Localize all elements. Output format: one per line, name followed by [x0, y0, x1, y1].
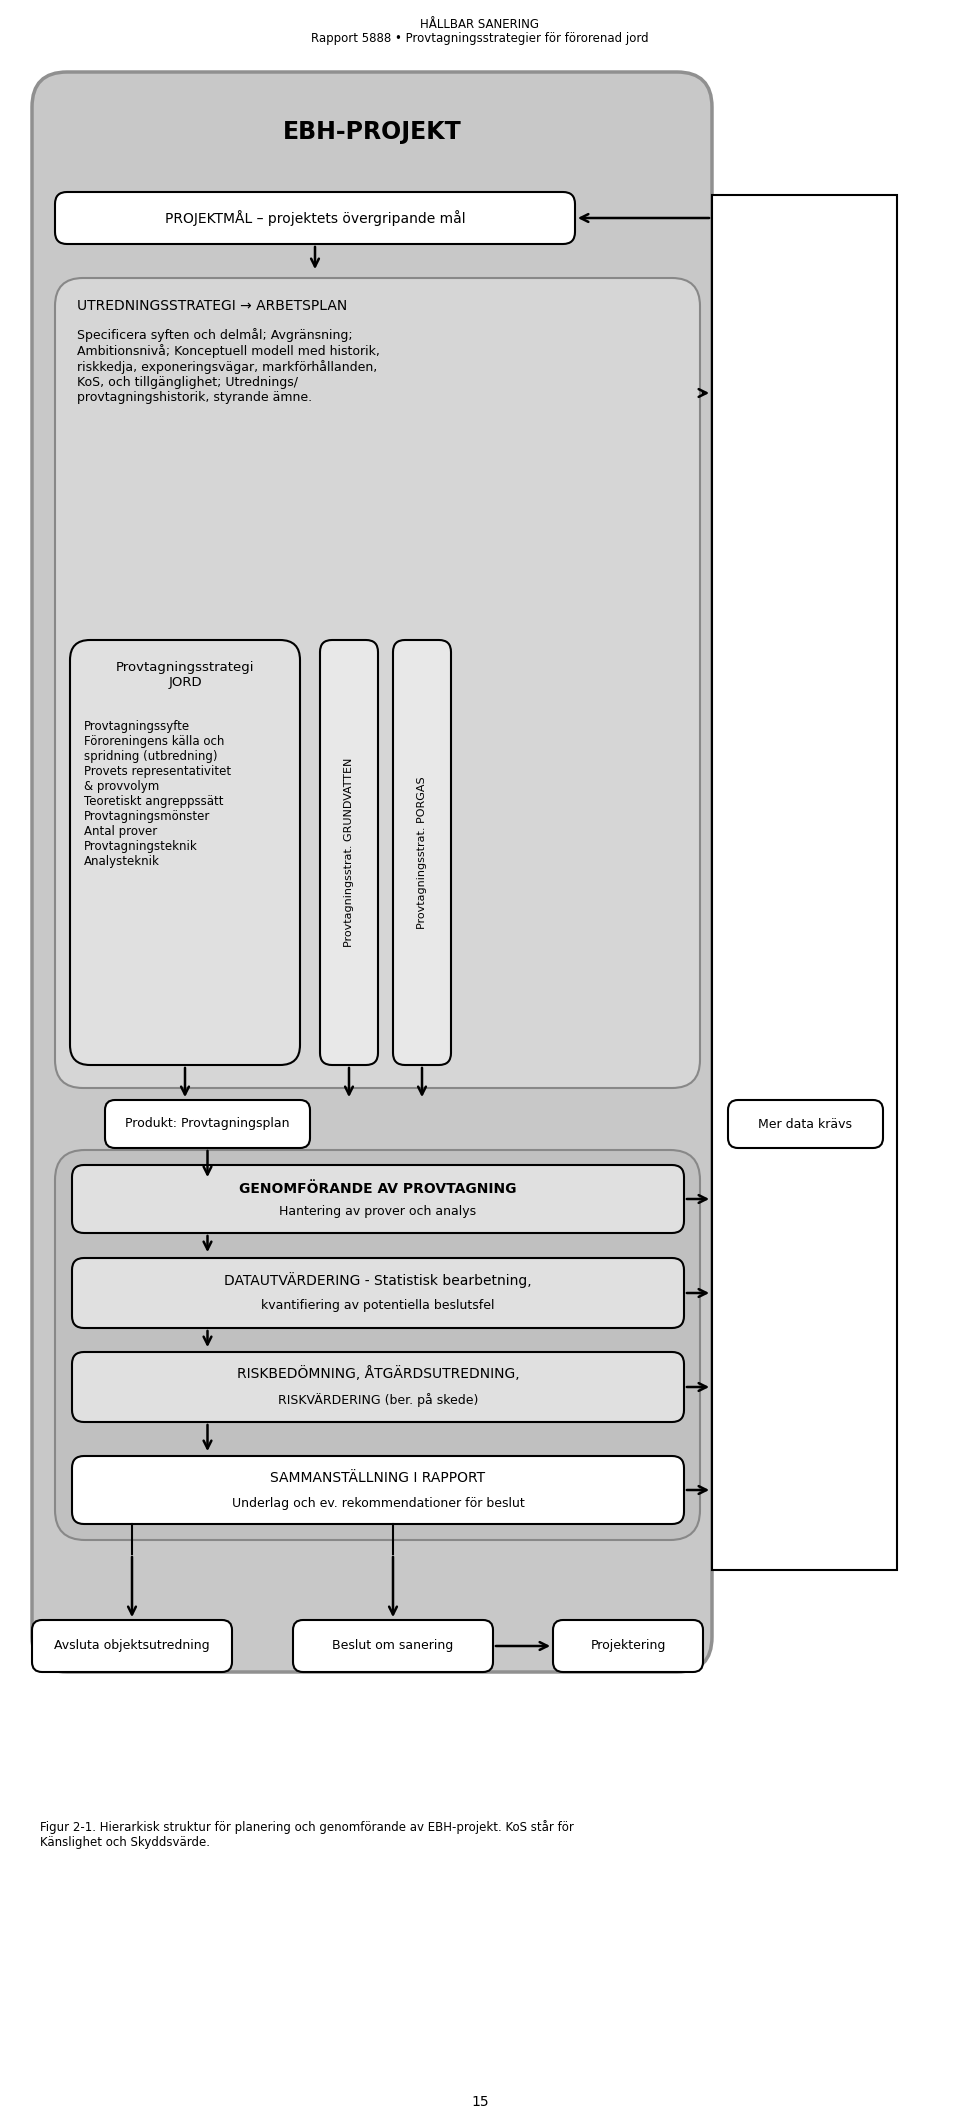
- Text: Provtagningssyfte
Föroreningens källa och
spridning (utbredning)
Provets represe: Provtagningssyfte Föroreningens källa oc…: [84, 719, 231, 868]
- Text: RISKBEDÖMNING, ÅTGÄRDSUTREDNING,: RISKBEDÖMNING, ÅTGÄRDSUTREDNING,: [237, 1367, 519, 1381]
- Text: EBH-PROJEKT: EBH-PROJEKT: [282, 121, 462, 144]
- Text: Avsluta objektsutredning: Avsluta objektsutredning: [54, 1640, 210, 1653]
- FancyBboxPatch shape: [320, 641, 378, 1065]
- Text: kvantifiering av potentiella beslutsfel: kvantifiering av potentiella beslutsfel: [261, 1299, 494, 1314]
- Text: Rapport 5888 • Provtagningsstrategier för förorenad jord: Rapport 5888 • Provtagningsstrategier fö…: [311, 32, 649, 45]
- FancyBboxPatch shape: [553, 1619, 703, 1672]
- FancyBboxPatch shape: [55, 278, 700, 1089]
- Text: DATAUTVÄRDERING - Statistisk bearbetning,: DATAUTVÄRDERING - Statistisk bearbetning…: [225, 1271, 532, 1288]
- Text: HÅLLBAR SANERING: HÅLLBAR SANERING: [420, 17, 540, 32]
- Text: GENOMFÖRANDE AV PROVTAGNING: GENOMFÖRANDE AV PROVTAGNING: [239, 1182, 516, 1197]
- FancyBboxPatch shape: [32, 1619, 232, 1672]
- Text: Beslut om sanering: Beslut om sanering: [332, 1640, 454, 1653]
- FancyBboxPatch shape: [293, 1619, 493, 1672]
- Text: Provtagningsstrategi
JORD: Provtagningsstrategi JORD: [116, 660, 254, 690]
- Text: 15: 15: [471, 2094, 489, 2109]
- Bar: [712, 195, 897, 1570]
- Text: Figur 2-1. Hierarkisk struktur för planering och genomförande av EBH-projekt. Ko: Figur 2-1. Hierarkisk struktur för plane…: [40, 1821, 574, 1833]
- FancyBboxPatch shape: [72, 1258, 684, 1328]
- FancyBboxPatch shape: [55, 1150, 700, 1541]
- FancyBboxPatch shape: [393, 641, 451, 1065]
- Text: Specificera syften och delmål; Avgränsning;
Ambitionsnivå; Konceptuell modell me: Specificera syften och delmål; Avgränsni…: [77, 329, 380, 405]
- FancyBboxPatch shape: [72, 1352, 684, 1422]
- Text: SAMMANSTÄLLNING I RAPPORT: SAMMANSTÄLLNING I RAPPORT: [271, 1471, 486, 1485]
- FancyBboxPatch shape: [70, 641, 300, 1065]
- Text: Känslighet och Skyddsvärde.: Känslighet och Skyddsvärde.: [40, 1836, 210, 1848]
- Text: Produkt: Provtagningsplan: Produkt: Provtagningsplan: [125, 1118, 290, 1131]
- Text: Mer data krävs: Mer data krävs: [758, 1118, 852, 1131]
- Text: Provtagningsstrat. GRUNDVATTEN: Provtagningsstrat. GRUNDVATTEN: [344, 758, 354, 946]
- FancyBboxPatch shape: [32, 72, 712, 1672]
- FancyBboxPatch shape: [55, 191, 575, 244]
- Text: UTREDNINGSSTRATEGI → ARBETSPLAN: UTREDNINGSSTRATEGI → ARBETSPLAN: [77, 299, 348, 314]
- Text: Projektering: Projektering: [590, 1640, 665, 1653]
- FancyBboxPatch shape: [728, 1099, 883, 1148]
- Text: Provtagningsstrat. PORGAS: Provtagningsstrat. PORGAS: [417, 777, 427, 929]
- FancyBboxPatch shape: [72, 1165, 684, 1233]
- Text: Underlag och ev. rekommendationer för beslut: Underlag och ev. rekommendationer för be…: [231, 1496, 524, 1509]
- Text: RISKVÄRDERING (ber. på skede): RISKVÄRDERING (ber. på skede): [277, 1392, 478, 1407]
- FancyBboxPatch shape: [105, 1099, 310, 1148]
- Text: PROJEKTMÅL – projektets övergripande mål: PROJEKTMÅL – projektets övergripande mål: [165, 210, 466, 225]
- Text: Hantering av prover och analys: Hantering av prover och analys: [279, 1205, 476, 1218]
- FancyBboxPatch shape: [72, 1456, 684, 1524]
